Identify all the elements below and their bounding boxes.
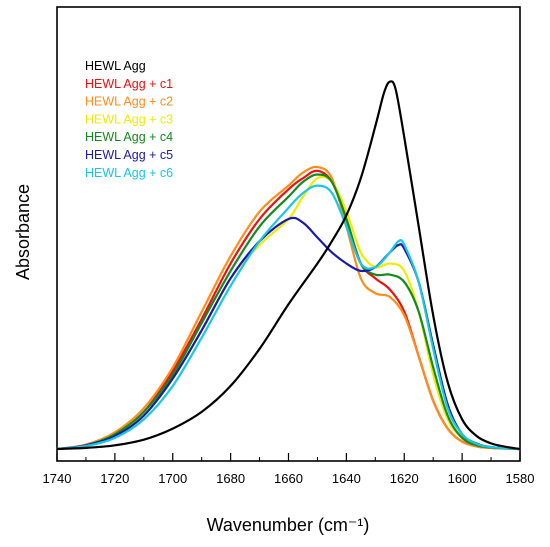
x-tick-label: 1600 xyxy=(448,471,477,486)
x-axis-title: Wavenumber (cm⁻¹) xyxy=(207,515,370,535)
legend-entry-3: HEWL Agg + c3 xyxy=(85,112,173,126)
legend-entry-2: HEWL Agg + c2 xyxy=(85,95,173,109)
series-line-3 xyxy=(56,175,521,451)
x-tick-label: 1700 xyxy=(158,471,187,486)
x-tick-label: 1660 xyxy=(274,471,303,486)
x-tick-label: 1640 xyxy=(332,471,361,486)
legend-entry-0: HEWL Agg xyxy=(85,59,146,73)
y-axis-title: Absorbance xyxy=(13,184,33,280)
legend-entry-1: HEWL Agg + c1 xyxy=(85,77,173,91)
x-tick-label: 1680 xyxy=(216,471,245,486)
series-line-1 xyxy=(56,169,521,451)
x-tick-label: 1740 xyxy=(43,471,72,486)
legend: HEWL Agg HEWL Agg + c1 HEWL Agg + c2 HEWL A… xyxy=(85,59,173,180)
legend-entry-4: HEWL Agg + c4 xyxy=(85,130,173,144)
legend-entry-6: HEWL Agg + c6 xyxy=(85,166,173,180)
x-tick-label: 1620 xyxy=(390,471,419,486)
series-line-4 xyxy=(56,173,521,451)
series-line-5 xyxy=(56,216,521,451)
legend-entry-5: HEWL Agg + c5 xyxy=(85,148,173,162)
x-axis-ticks: 1740 1720 1700 1680 1660 1640 1620 1600 1580 xyxy=(43,453,535,486)
x-tick-label: 1720 xyxy=(100,471,129,486)
x-tick-label: 1580 xyxy=(506,471,535,486)
series-line-6 xyxy=(56,184,521,451)
series-lines xyxy=(56,80,521,451)
series-line-0 xyxy=(56,80,521,451)
